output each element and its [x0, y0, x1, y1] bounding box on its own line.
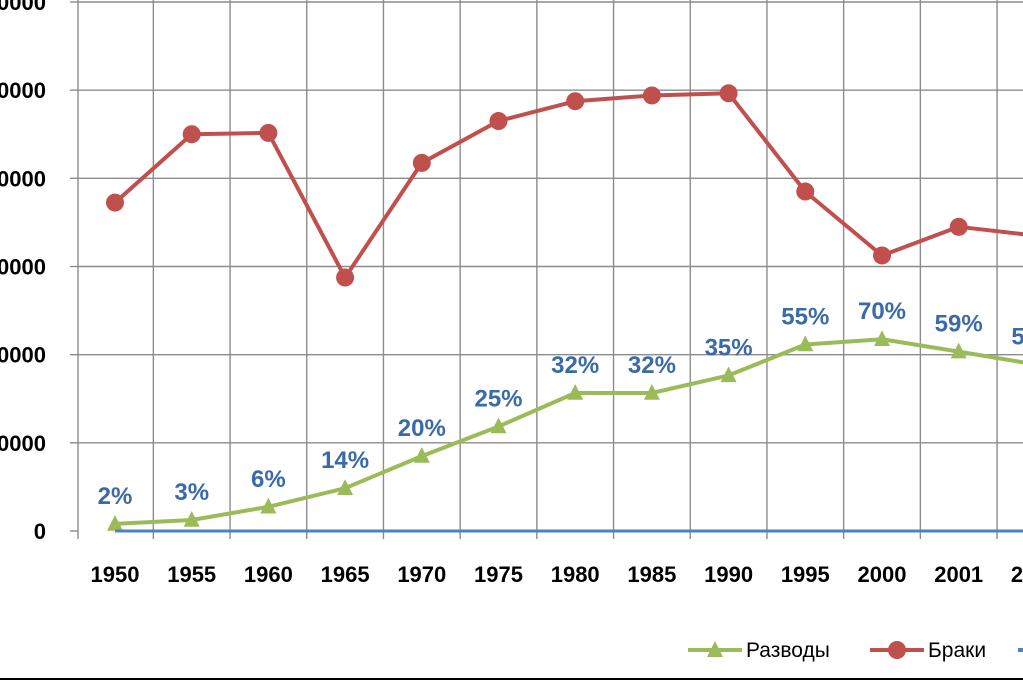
x-tick-label: 1990: [704, 562, 753, 587]
x-tick-label: 2001: [934, 562, 983, 587]
data-label: 35%: [705, 334, 753, 361]
x-tick-label: 1995: [781, 562, 830, 587]
data-point: [950, 342, 967, 359]
data-point: [490, 417, 507, 434]
data-point: [873, 246, 891, 265]
x-tick-label: 1965: [321, 562, 370, 587]
x-tick-label: 2000: [858, 562, 907, 587]
data-point: [567, 384, 584, 400]
data-point: [566, 92, 585, 111]
data-point: [643, 384, 660, 400]
data-point: [719, 84, 738, 103]
legend-label: Браки: [928, 639, 986, 662]
data-point: [182, 125, 201, 144]
data-point: [106, 193, 124, 212]
data-point: [412, 153, 431, 172]
x-tick-label: 1960: [244, 562, 293, 587]
x-tick-label: 1985: [627, 562, 676, 587]
data-point: [796, 182, 815, 201]
data-label: 14%: [321, 447, 369, 474]
x-tick-label: 1970: [397, 562, 446, 587]
legend-marker: [707, 641, 723, 657]
data-point: [259, 123, 278, 142]
data-point: [489, 112, 508, 131]
data-label: 70%: [858, 298, 906, 325]
data-point: [337, 479, 354, 495]
data-point: [336, 268, 355, 287]
data-point: [797, 335, 814, 352]
axes: 0000000000000000000000000000000195019551…: [0, 0, 1023, 587]
data-point: [260, 497, 277, 514]
data-label: 3%: [174, 479, 209, 506]
legend-label: Разводы: [746, 639, 830, 662]
data-label: 59%: [935, 311, 983, 338]
data-label: 20%: [398, 415, 446, 442]
labels-layer: 2% 3% 6% 14% 20% 25% 32% 32% 35% 55% 70% 59% 56%: [98, 298, 1023, 510]
x-tick-label: 1980: [551, 562, 600, 587]
data-point: [642, 86, 661, 105]
legend-marker: [888, 641, 906, 659]
data-label: 2%: [98, 483, 133, 510]
data-point: [720, 366, 737, 383]
y-tick-label: 0: [34, 519, 46, 544]
x-tick-label: 1975: [474, 562, 523, 587]
data-label: 32%: [628, 352, 676, 379]
data-point: [874, 330, 890, 346]
x-tick-label: 2002: [1011, 562, 1023, 587]
legend: Разводы Браки: [688, 639, 1023, 662]
data-label: 32%: [551, 352, 599, 379]
x-tick-label: 1955: [167, 562, 216, 587]
x-tick-label: 1950: [91, 562, 140, 587]
data-label: 25%: [474, 386, 522, 413]
data-point: [413, 447, 430, 463]
data-label: 55%: [781, 304, 829, 331]
series-layer: [106, 84, 1023, 533]
data-label: 56%: [1011, 323, 1023, 350]
data-label: 6%: [251, 466, 286, 493]
data-point: [949, 217, 968, 236]
data-point: [107, 514, 123, 531]
data-point: [183, 510, 200, 527]
